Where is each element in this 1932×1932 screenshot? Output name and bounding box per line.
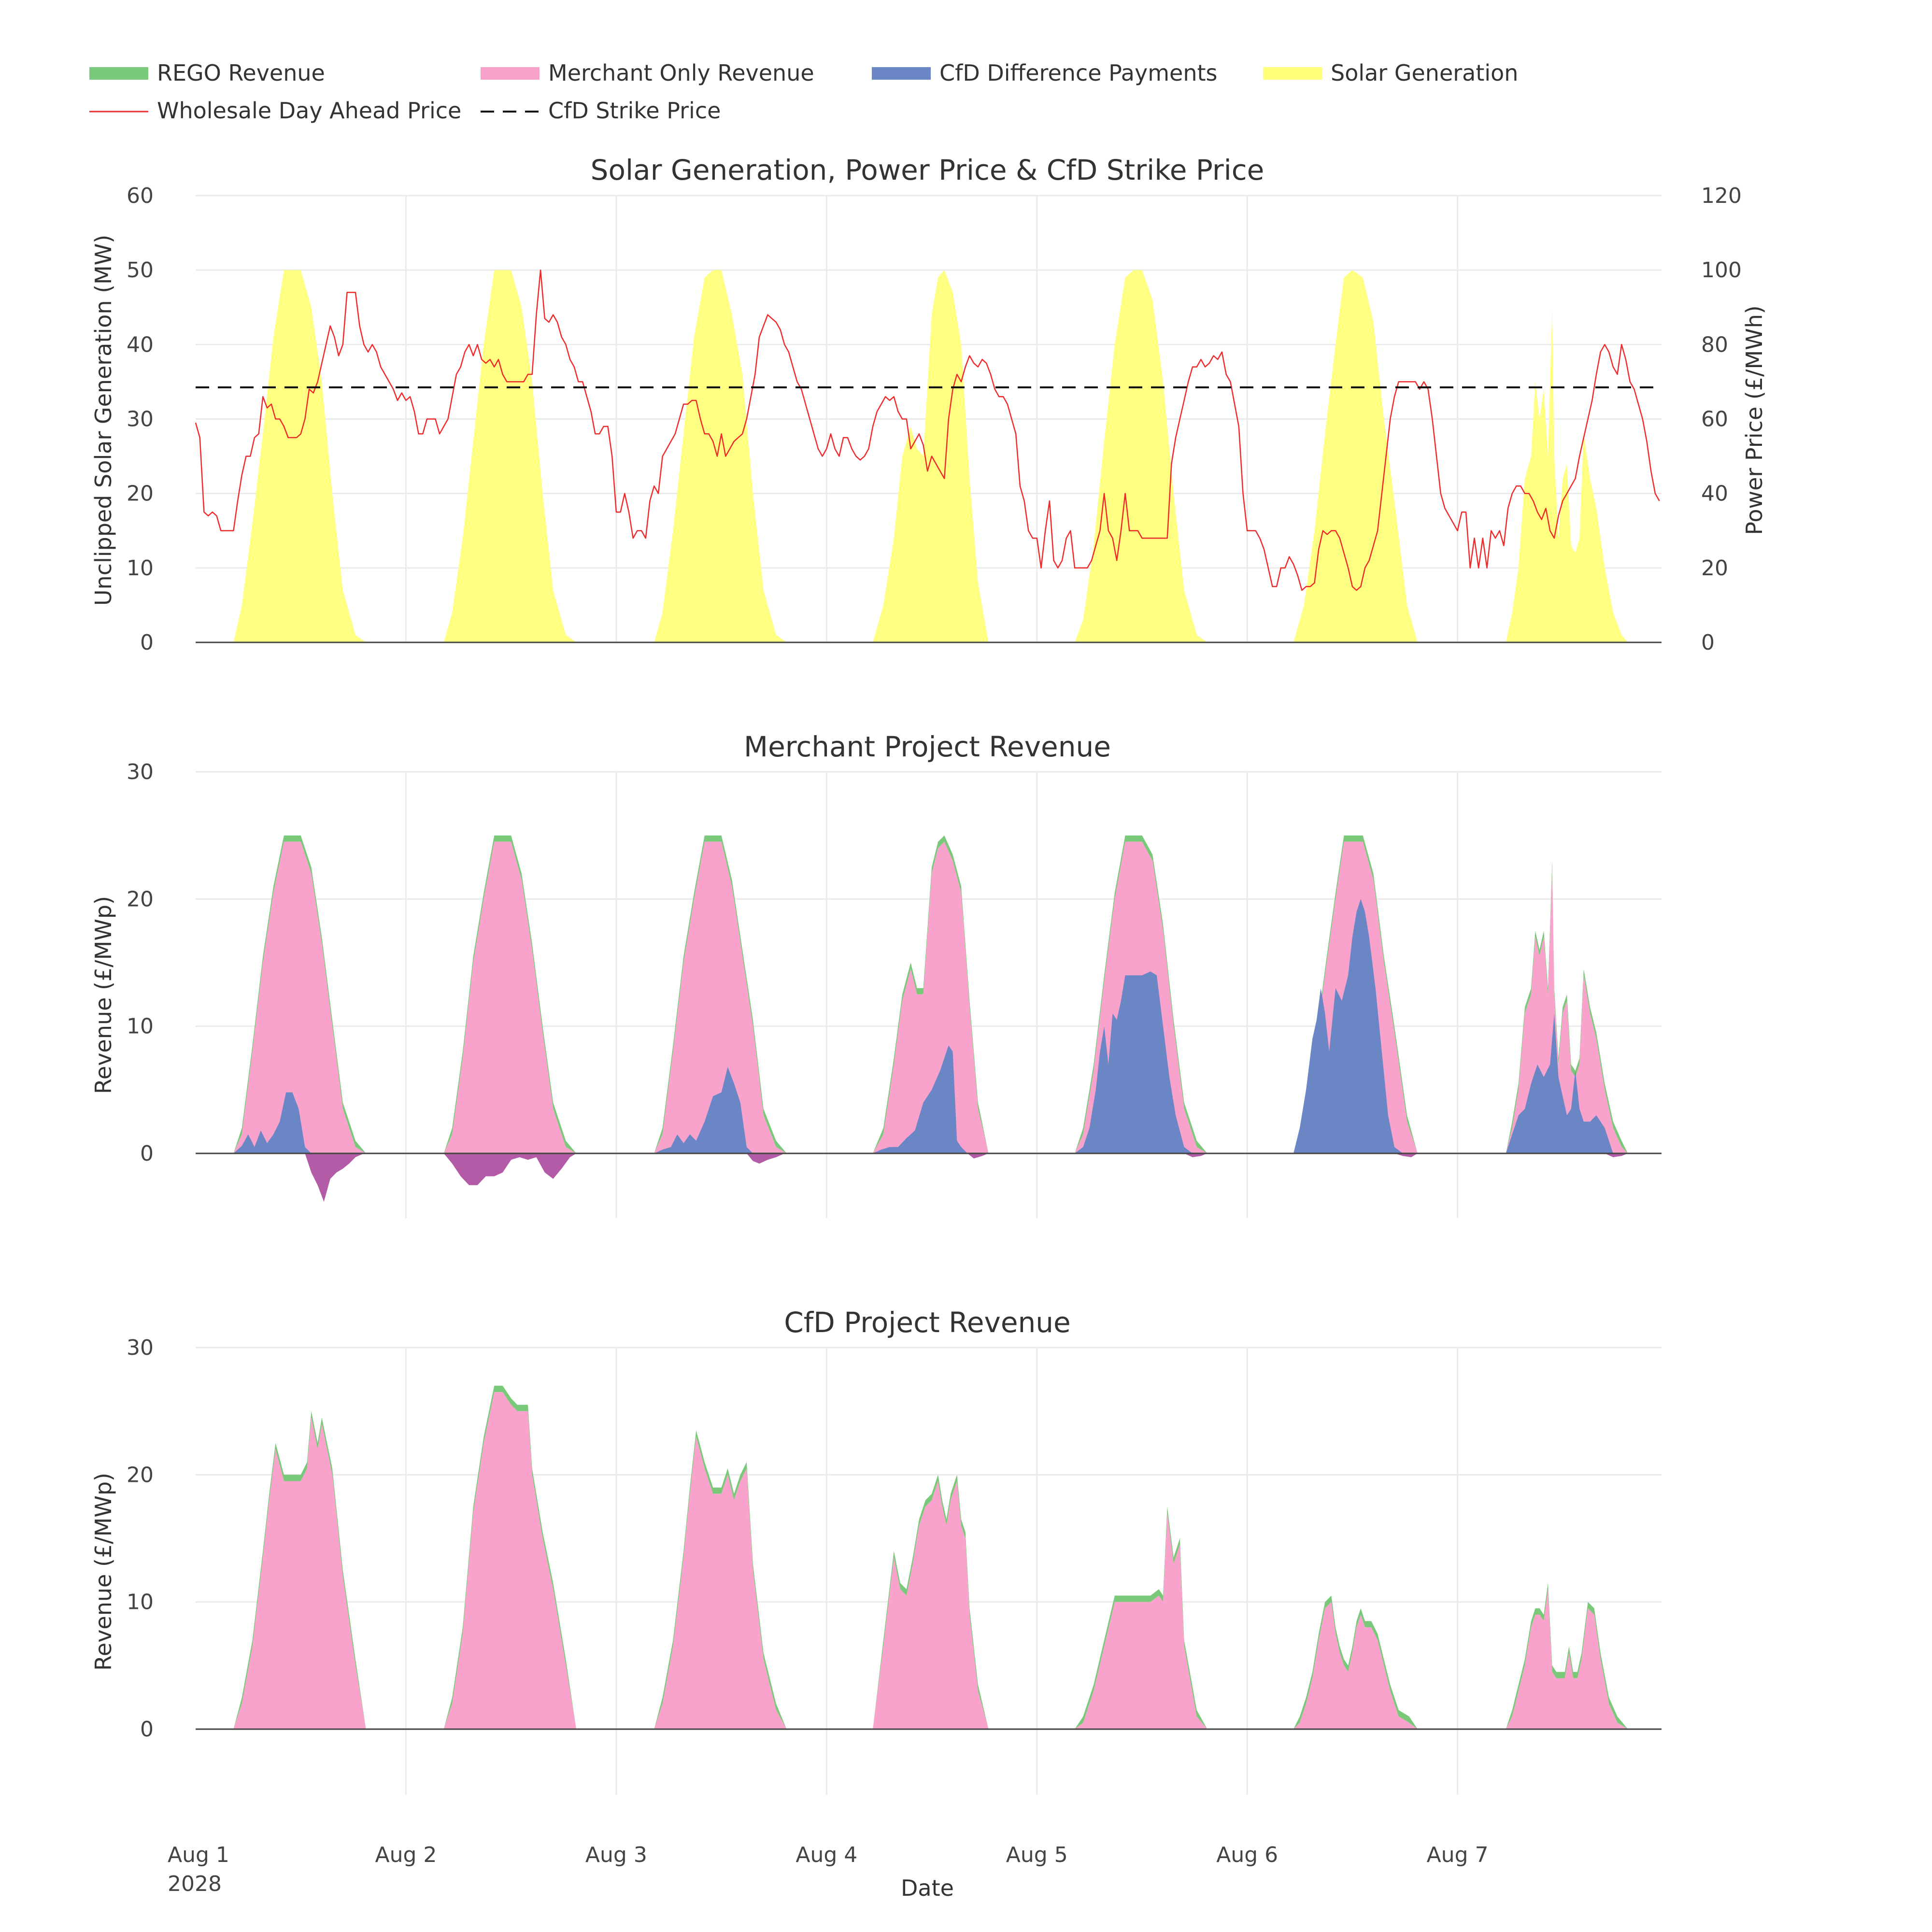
cfd-payment-area [873,1045,989,1153]
cfd-revenue-areas [233,1386,1628,1729]
x-tick-label: Aug 6 [1216,1843,1278,1867]
panel-title: Merchant Project Revenue [744,730,1111,763]
merchant-revenue-area [873,841,989,1153]
cfd-gridlines [196,1347,1662,1795]
x-tick-label: Aug 1 [168,1843,229,1867]
rego-revenue-area [654,1430,787,1729]
solar-generation-area [873,270,989,642]
merchant-axes: 0 10 20 30 [127,760,1662,1166]
merchant-revenue-area [654,841,787,1153]
rego-revenue-area [873,835,989,1153]
x-axis-title: Date [901,1875,954,1901]
x-tick-label: Aug 5 [1006,1843,1068,1867]
solar-generation-areas [233,270,1628,642]
y-tick-label: 30 [127,760,154,784]
y-tick-label: 50 [127,258,154,283]
solar-generation-area [1075,270,1208,642]
cfd-payment-area [233,1092,364,1153]
price-lines [195,269,1662,591]
legend: REGO Revenue Merchant Only Revenue CfD Dif… [89,60,1518,124]
legend-swatch [872,67,931,80]
y-tick-label: 40 [127,332,154,357]
cfd-axes: 0 10 20 30 [127,1335,1662,1742]
solar-price-axes: 0 10 20 30 40 50 60 0 20 40 60 80 100 120 [127,184,1742,655]
cfd-payment-negative-area [233,1153,364,1202]
solar-generation-area [654,270,787,642]
y-axis-title: Revenue (£/MWp) [90,1473,116,1671]
rego-revenue-area [1293,1595,1418,1729]
y2-tick-label: 80 [1701,332,1728,357]
y-tick-label: 0 [140,630,154,655]
y-tick-label: 60 [127,184,154,208]
y-tick-label: 0 [140,1717,154,1742]
y-tick-label: 10 [127,556,154,581]
legend-label: Merchant Only Revenue [548,60,814,86]
merchant-revenue-area [1293,1602,1418,1729]
legend-label: CfD Difference Payments [939,60,1217,86]
y2-axis-title: Power Price (£/MWh) [1741,305,1767,535]
legend-swatch [481,67,540,80]
rego-revenue-area [1506,1583,1628,1729]
wholesale-price-line [195,269,1660,591]
panel-title: Solar Generation, Power Price & CfD Stri… [591,154,1264,186]
y2-tick-label: 40 [1701,482,1728,506]
solar-generation-area [233,270,366,642]
y2-tick-label: 60 [1701,407,1728,432]
y-tick-label: 30 [127,407,154,432]
y2-tick-label: 100 [1701,258,1742,283]
rego-revenue-area [1075,1506,1208,1729]
solar-generation-area [1293,270,1418,642]
solar-generation-area [443,270,577,642]
y-axis-title: Unclipped Solar Generation (MW) [90,235,116,606]
merchant-revenue-area [233,1417,366,1729]
merchant-revenue-area [443,841,577,1153]
merchant-revenue-area [443,1392,577,1729]
y2-tick-label: 0 [1701,630,1715,655]
x-tick-label: Aug 3 [585,1843,647,1867]
merchant-revenue-areas [233,835,1628,1202]
merchant-revenue-area [1506,1589,1628,1729]
legend-label: Wholesale Day Ahead Price [157,98,461,124]
cfd-payment-negative-area [654,1153,785,1164]
merchant-revenue-area [654,1436,787,1729]
y-tick-label: 0 [140,1141,154,1166]
rego-revenue-area [233,1411,366,1729]
panel-title: CfD Project Revenue [784,1306,1070,1339]
y-tick-label: 20 [127,482,154,506]
legend-label: REGO Revenue [157,60,325,86]
legend-label: CfD Strike Price [548,98,721,124]
cfd-payment-negative-area [873,1153,989,1159]
y2-tick-label: 120 [1701,184,1742,208]
merchant-revenue-area [1075,1513,1208,1729]
cfd-revenue-panel: 0 10 20 30 CfD Project Revenue Revenue (£/M… [90,1306,1662,1795]
y2-tick-label: 20 [1701,556,1728,581]
cfd-payment-area [1506,1013,1628,1153]
cfd-payment-area [1075,971,1208,1153]
merchant-gridlines [196,771,1662,1218]
cfd-payment-negative-area [443,1153,577,1185]
y-tick-label: 30 [127,1335,154,1360]
y-tick-label: 20 [127,887,154,911]
x-tick-label: Aug 4 [796,1843,857,1867]
merchant-revenue-area [873,1481,989,1729]
solar-generation-area [1506,307,1628,642]
x-tick-label: Aug 2 [375,1843,437,1867]
y-axis-title: Revenue (£/MWp) [90,896,116,1094]
cfd-payment-area [1293,899,1418,1153]
legend-label: Solar Generation [1331,60,1518,86]
merchant-revenue-area [233,841,366,1153]
x-tick-year-label: 2028 [168,1872,222,1896]
x-axis: Aug 1 2028 Aug 2 Aug 3 Aug 4 Aug 5 Aug 6 Aug 7 [168,1843,1489,1896]
y-tick-label: 10 [127,1590,154,1615]
y-tick-label: 20 [127,1463,154,1487]
merchant-revenue-panel: 0 10 20 30 Merchant Project Revenue Revenue… [90,730,1662,1218]
solar-price-panel: 0 10 20 30 40 50 60 0 20 40 60 80 100 120 Solar Gener… [90,154,1767,655]
legend-swatch [1263,67,1322,80]
legend-swatch [89,67,148,80]
x-tick-label: Aug 7 [1427,1843,1489,1867]
solar-price-gridlines [196,195,1662,642]
cfd-payment-area [654,1066,785,1153]
y-tick-label: 10 [127,1014,154,1039]
